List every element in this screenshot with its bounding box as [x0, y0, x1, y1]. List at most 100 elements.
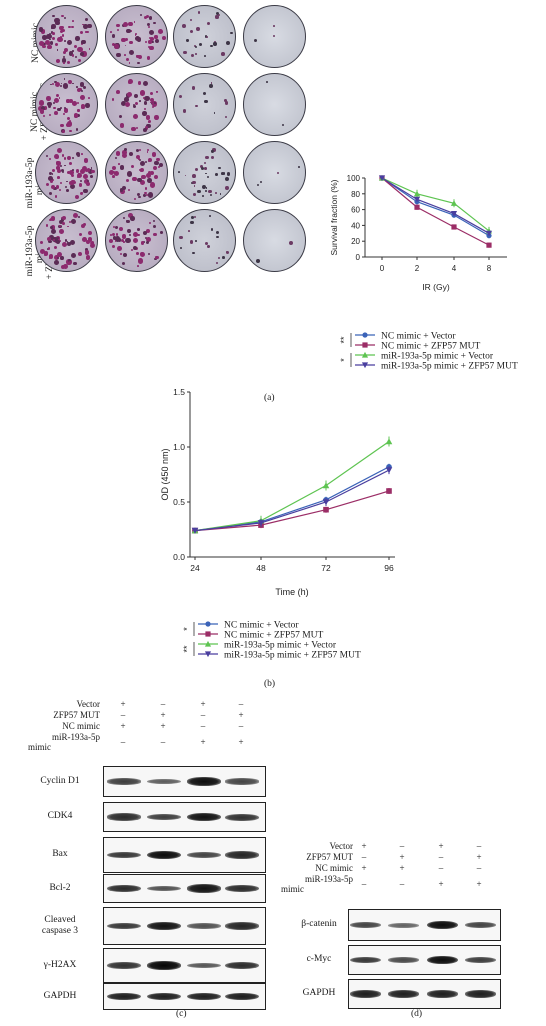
- wb-band: [387, 922, 419, 928]
- colony-plate: [105, 141, 168, 204]
- colony-dot: [209, 84, 213, 88]
- colony-dot: [64, 185, 68, 189]
- wb-condition-label: Vector: [76, 699, 101, 709]
- colony-dot: [190, 54, 194, 58]
- colony-dot: [144, 40, 147, 44]
- colony-dot: [202, 92, 207, 96]
- colony-dot: [178, 94, 183, 99]
- colony-dot: [55, 20, 60, 26]
- colony-dot: [69, 239, 75, 245]
- wb-band: [225, 922, 259, 930]
- colony-dot: [81, 192, 84, 195]
- colony-dot: [64, 164, 67, 167]
- colony-dot: [217, 13, 221, 16]
- colony-dot: [40, 28, 46, 34]
- colony-dot: [136, 265, 139, 267]
- colony-dot: [114, 156, 117, 159]
- colony-dot: [225, 250, 228, 253]
- colony-dot: [59, 189, 62, 192]
- colony-dot: [63, 113, 66, 116]
- x-tick-label: 96: [384, 563, 394, 573]
- panel-b-letter: (b): [264, 679, 276, 689]
- wb-band: [464, 990, 496, 998]
- colony-plate: [173, 141, 236, 204]
- colony-dot: [192, 174, 196, 179]
- wb-band: [187, 992, 221, 1001]
- colony-dot: [126, 220, 129, 223]
- colony-plate: [243, 73, 306, 136]
- colony-dot: [145, 160, 147, 163]
- colony-dot: [72, 101, 78, 107]
- colony-dot: [63, 106, 67, 110]
- colony-dot: [123, 217, 126, 220]
- colony-dot: [69, 180, 74, 186]
- y-tick-label: 1.5: [173, 387, 185, 397]
- colony-dot: [88, 96, 91, 99]
- x-tick-label: 24: [190, 563, 200, 573]
- colony-dot: [147, 148, 150, 151]
- data-point: [361, 362, 369, 369]
- wb-sign: –: [120, 737, 126, 747]
- colony-dot: [52, 239, 55, 241]
- colony-dot: [43, 106, 48, 110]
- colony-dot: [224, 176, 229, 181]
- colony-dot: [50, 228, 56, 235]
- wb-band: [225, 992, 259, 1001]
- wb-protein-label: GAPDH: [43, 990, 77, 1001]
- colony-dot: [210, 44, 213, 47]
- colony-dot: [59, 256, 64, 260]
- colony-dot: [191, 215, 194, 219]
- colony-dot: [157, 29, 164, 35]
- colony-dot: [154, 35, 158, 39]
- colony-dot: [61, 129, 65, 133]
- colony-dot: [148, 16, 153, 20]
- colony-dot: [148, 171, 152, 175]
- y-axis-label: Survival fraction (%): [329, 179, 339, 255]
- colony-dot: [221, 255, 225, 259]
- legend-label: NC mimic + ZFP57 MUT: [224, 631, 324, 641]
- data-point: [191, 527, 199, 534]
- colony-dot: [149, 36, 154, 41]
- colony-dot: [126, 219, 130, 223]
- colony-dot: [86, 168, 91, 172]
- colony-dot: [161, 35, 166, 40]
- colony-dot: [215, 172, 219, 176]
- colony-dot: [54, 42, 58, 46]
- colony-dot: [79, 94, 85, 100]
- colony-dot: [198, 11, 201, 14]
- colony-dot: [53, 245, 57, 250]
- colony-dot: [120, 238, 124, 242]
- colony-dot: [80, 31, 84, 35]
- data-point: [450, 210, 458, 217]
- x-tick-label: 2: [415, 264, 420, 273]
- colony-dot: [230, 32, 233, 35]
- colony-dot: [84, 169, 88, 173]
- colony-dot: [202, 194, 204, 197]
- wb-protein-label: Bax: [52, 849, 68, 859]
- wb-protein-label: c-Myc: [306, 954, 332, 964]
- wb-band: [426, 955, 458, 965]
- colony-dot: [84, 250, 90, 255]
- wb-sign: +: [399, 863, 405, 873]
- colony-plate: [243, 209, 306, 272]
- colony-dot: [121, 185, 127, 190]
- wb-protein-label-line: caspase 3: [41, 926, 79, 936]
- y-tick-label: 40: [351, 221, 360, 230]
- colony-dot: [193, 185, 196, 187]
- colony-dot: [137, 81, 142, 85]
- wb-band: [464, 921, 496, 929]
- colony-dot: [182, 109, 186, 113]
- colony-dot: [124, 97, 129, 102]
- colony-dot: [288, 241, 293, 246]
- wb-band: [187, 812, 221, 822]
- wb-band: [387, 990, 419, 998]
- y-axis-label: OD (450 nm): [160, 448, 170, 500]
- colony-dot: [43, 42, 47, 46]
- colony-dot: [134, 34, 137, 36]
- data-point: [413, 190, 421, 197]
- colony-dot: [76, 151, 81, 156]
- colony-dot: [111, 34, 116, 39]
- colony-dot: [55, 240, 61, 245]
- colony-dot: [190, 220, 194, 225]
- colony-dot: [218, 166, 221, 169]
